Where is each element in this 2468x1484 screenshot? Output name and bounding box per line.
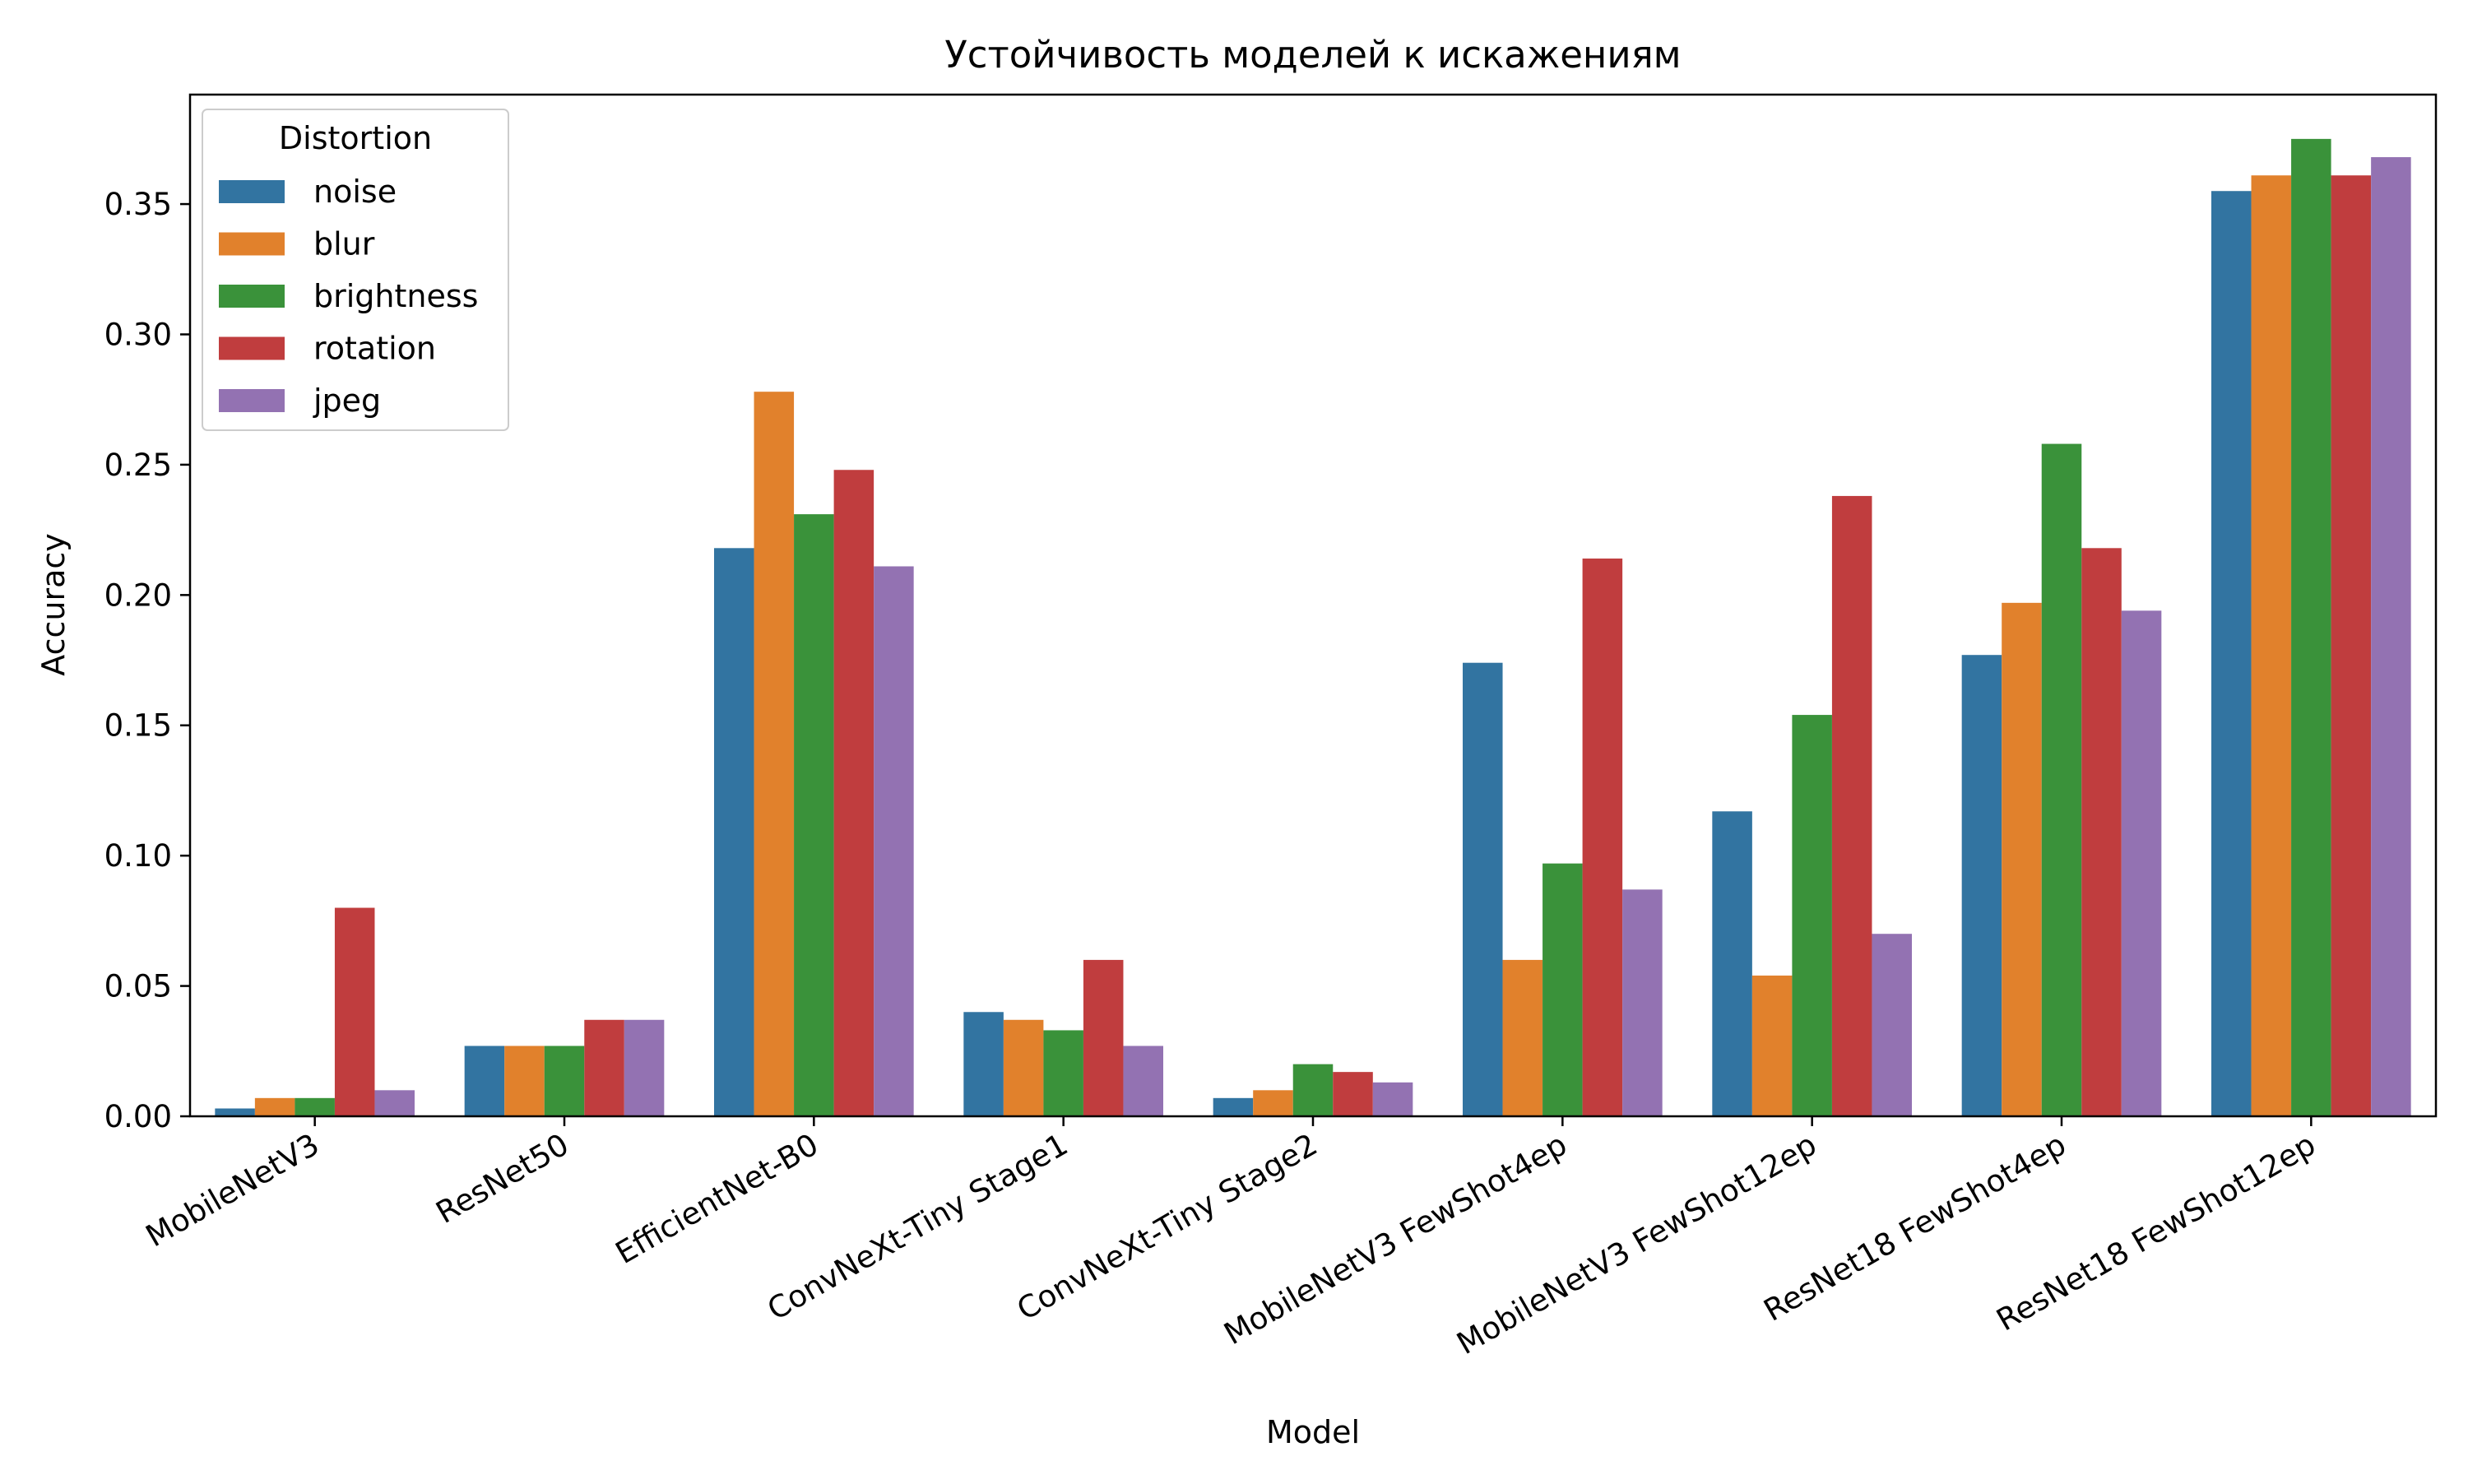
bar-rotation-6 — [1831, 495, 1872, 1116]
bar-blur-4 — [1253, 1090, 1293, 1116]
bar-rotation-4 — [1333, 1072, 1373, 1116]
y-tick-label: 0.00 — [104, 1099, 172, 1134]
bar-blur-0 — [254, 1097, 295, 1116]
series-jpeg — [374, 157, 2411, 1117]
bar-rotation-0 — [334, 907, 375, 1116]
bar-blur-7 — [2002, 602, 2042, 1116]
bar-brightness-2 — [794, 514, 834, 1116]
legend-swatch-blur — [219, 232, 285, 256]
series-blur — [254, 175, 2292, 1117]
y-tick-label: 0.25 — [104, 448, 172, 483]
bar-noise-4 — [1213, 1097, 1254, 1116]
bar-blur-5 — [1502, 959, 1543, 1116]
bar-rotation-7 — [2081, 548, 2122, 1116]
bar-brightness-4 — [1292, 1064, 1334, 1116]
bar-brightness-3 — [1043, 1030, 1083, 1116]
legend-swatch-jpeg — [219, 389, 285, 412]
y-axis-label: Accuracy — [35, 533, 72, 676]
legend-label-blur: blur — [313, 226, 375, 262]
bar-blur-1 — [504, 1046, 545, 1116]
y-tick-label: 0.05 — [104, 969, 172, 1004]
y-tick-label: 0.15 — [104, 708, 172, 744]
legend-label-noise: noise — [313, 174, 397, 210]
y-tick-label: 0.30 — [104, 317, 172, 352]
bar-rotation-8 — [2331, 175, 2372, 1117]
bar-brightness-0 — [295, 1097, 335, 1116]
legend-swatch-brightness — [219, 285, 285, 308]
bar-jpeg-6 — [1872, 934, 1912, 1116]
series-rotation — [334, 175, 2372, 1117]
y-tick-label: 0.20 — [104, 577, 172, 613]
bar-jpeg-1 — [624, 1019, 665, 1116]
bar-noise-7 — [1961, 655, 2002, 1116]
legend-title: Distortion — [279, 120, 432, 156]
legend-label-jpeg: jpeg — [313, 383, 381, 419]
bar-brightness-8 — [2291, 138, 2331, 1116]
bar-jpeg-4 — [1372, 1082, 1413, 1116]
series-brightness — [295, 138, 2331, 1116]
bar-brightness-1 — [544, 1046, 585, 1116]
bar-noise-3 — [963, 1012, 1004, 1116]
bar-noise-6 — [1712, 811, 1752, 1116]
bar-blur-3 — [1003, 1019, 1044, 1116]
legend-swatch-rotation — [219, 336, 285, 360]
chart-title: Устойчивость моделей к искажениям — [944, 33, 1681, 77]
bar-rotation-2 — [833, 470, 874, 1116]
legend-label-brightness: brightness — [313, 278, 478, 314]
legend-label-rotation: rotation — [313, 331, 436, 367]
bar-jpeg-3 — [1123, 1046, 1163, 1116]
bar-noise-8 — [2211, 191, 2252, 1116]
bar-brightness-5 — [1542, 863, 1583, 1116]
bar-rotation-5 — [1582, 558, 1623, 1116]
bar-blur-8 — [2251, 175, 2292, 1117]
bar-jpeg-0 — [374, 1090, 415, 1116]
legend-swatch-noise — [219, 180, 285, 203]
bar-noise-5 — [1463, 662, 1503, 1116]
legend: Distortion noise blur brightness rotation jpe… — [202, 109, 509, 431]
bar-rotation-1 — [584, 1019, 624, 1116]
bar-blur-2 — [754, 392, 795, 1117]
y-tick-label: 0.35 — [104, 187, 172, 222]
bar-noise-1 — [464, 1046, 505, 1116]
bar-jpeg-2 — [874, 566, 914, 1116]
bar-jpeg-8 — [2371, 157, 2411, 1117]
bar-rotation-3 — [1083, 959, 1124, 1116]
bar-brightness-7 — [2041, 443, 2082, 1116]
bar-jpeg-7 — [2121, 610, 2162, 1116]
x-axis-label: Model — [1266, 1414, 1360, 1450]
bars-layer — [215, 138, 2411, 1117]
bar-blur-6 — [1751, 975, 1793, 1116]
y-tick-label: 0.10 — [104, 838, 172, 874]
bar-jpeg-5 — [1622, 889, 1663, 1116]
bar-brightness-6 — [1792, 715, 1832, 1116]
bar-noise-0 — [215, 1108, 255, 1116]
series-noise — [215, 191, 2252, 1116]
bar-noise-2 — [714, 548, 754, 1116]
